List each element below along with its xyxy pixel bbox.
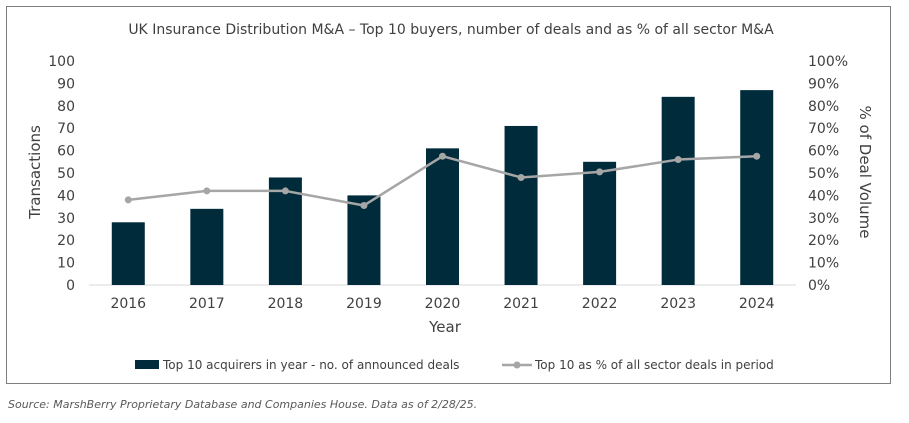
legend-bar-swatch: [135, 360, 159, 369]
y2-tick-label: 0%: [808, 278, 830, 294]
y-axis-label: Transactions: [26, 125, 44, 220]
y2-tick-label: 100%: [808, 54, 848, 70]
legend-line-label: Top 10 as % of all sector deals in perio…: [534, 358, 774, 372]
x-tick-label: 2018: [268, 296, 304, 312]
y2-tick-label: 10%: [808, 256, 839, 272]
bar: [190, 208, 224, 285]
y-tick-label: 90: [57, 76, 75, 92]
bar: [504, 125, 538, 286]
legend-bar-label: Top 10 acquirers in year - no. of announ…: [162, 358, 459, 372]
y-tick-label: 40: [57, 188, 75, 204]
x-tick-label: 2023: [660, 296, 696, 312]
x-tick-label: 2022: [582, 296, 618, 312]
x-tick-label: 2021: [503, 296, 539, 312]
x-tick-label: 2020: [425, 296, 461, 312]
source-note: Source: MarshBerry Proprietary Database …: [8, 398, 478, 411]
line-point: [753, 152, 761, 160]
bar: [268, 177, 302, 285]
y2-tick-label: 70%: [808, 121, 839, 137]
y2-tick-label: 50%: [808, 166, 839, 182]
x-axis-label: Year: [428, 318, 462, 336]
x-tick-label: 2019: [346, 296, 382, 312]
y2-axis: 0% 10% 20% 30% 40% 50% 60% 70% 80% 90% 100%: [808, 54, 848, 294]
legend-line-marker: [513, 361, 521, 369]
line-point: [439, 152, 446, 160]
y-tick-label: 20: [57, 233, 75, 249]
chart-frame: [6, 6, 891, 384]
line-point: [203, 187, 211, 195]
y2-tick-label: 80%: [808, 99, 839, 115]
bar: [661, 96, 695, 285]
y2-tick-label: 20%: [808, 233, 839, 249]
line-point: [674, 156, 682, 164]
line-point: [281, 187, 289, 195]
line-point: [596, 168, 604, 176]
y-tick-label: 0: [66, 278, 75, 294]
y-tick-label: 70: [57, 121, 75, 137]
bar: [426, 148, 459, 285]
y2-tick-label: 40%: [808, 188, 839, 204]
line-series: [124, 152, 761, 209]
y-tick-label: 30: [57, 211, 75, 227]
y-tick-label: 10: [57, 256, 75, 272]
line-point: [517, 173, 525, 181]
bar: [111, 222, 145, 285]
legend: Top 10 acquirers in year - no. of announ…: [135, 358, 774, 372]
x-tick-label: 2024: [739, 296, 775, 312]
y-tick-label: 100: [48, 54, 75, 70]
y-tick-label: 80: [57, 99, 75, 115]
bar-series: [111, 90, 774, 286]
y-tick-label: 60: [57, 144, 75, 160]
line-point: [124, 196, 132, 204]
y2-tick-label: 30%: [808, 211, 839, 227]
y-tick-label: 50: [57, 166, 75, 182]
bar: [740, 90, 774, 286]
x-axis: 2016 2017 2018 2019 2020 2021 2022 2023 2024: [89, 284, 796, 312]
y2-tick-label: 60%: [808, 144, 839, 160]
y2-axis-label: % of Deal Volume: [856, 106, 874, 239]
y-axis: 0 10 20 30 40 50 60 70 80 90 100: [48, 54, 75, 294]
chart-title: UK Insurance Distribution M&A – Top 10 b…: [128, 22, 774, 38]
combo-chart: UK Insurance Distribution M&A – Top 10 b…: [26, 22, 874, 372]
line-point: [360, 201, 368, 209]
x-tick-label: 2016: [110, 296, 146, 312]
bar: [347, 195, 381, 285]
x-tick-label: 2017: [189, 296, 225, 312]
bar: [583, 161, 617, 285]
y2-tick-label: 90%: [808, 76, 839, 92]
